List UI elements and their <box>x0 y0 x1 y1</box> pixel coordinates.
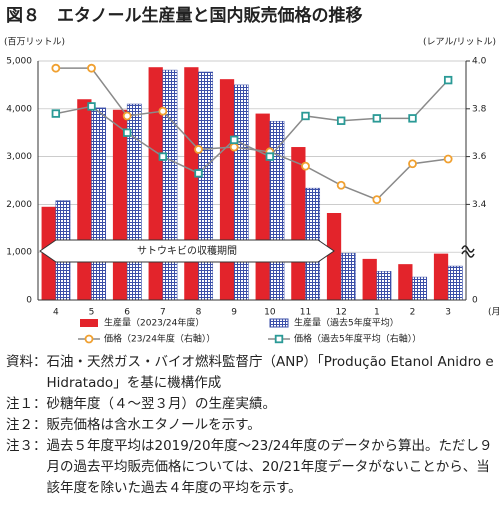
y-unit: (百万リットル) <box>4 37 65 48</box>
harvest-arrow <box>39 239 335 263</box>
bar <box>162 69 178 301</box>
y-tick-label: 5,000 <box>6 57 32 67</box>
marker <box>51 63 61 73</box>
note-text: 石油・天然ガス・バイオ燃料監督庁（ANP）「Produção Etanol An… <box>46 354 494 391</box>
legend-swatch <box>80 319 98 327</box>
marker <box>443 75 453 85</box>
x-tick-label: 5 <box>89 308 95 318</box>
marker <box>408 114 417 123</box>
annotation: サトウキビの収穫期間 <box>137 245 237 257</box>
bar <box>91 107 107 301</box>
marker <box>122 111 132 121</box>
note: 注１： 砂糖年度（４～翌３月）の生産実績。 <box>6 394 496 415</box>
legend-label: 生産量（2023/24年度） <box>104 317 204 329</box>
bar <box>148 67 163 301</box>
y2-tick-label: 3.6 <box>472 152 487 162</box>
note-text: 過去５年度平均は2019/20年度～23/24年度のデータから算出。ただし９月の… <box>46 438 493 496</box>
note: 注３： 過去５年度平均は2019/20年度～23/24年度のデータから算出。ただし… <box>6 436 496 499</box>
x-tick-label: 12 <box>335 308 346 318</box>
marker <box>301 161 310 171</box>
y-tick-label: 1,000 <box>6 248 32 258</box>
note: 注２： 販売価格は含水エタノールを示す。 <box>6 415 496 436</box>
y2-tick-label: 3.4 <box>472 200 487 210</box>
legend-label: 生産量（過去5年度平均） <box>294 317 399 329</box>
x-tick-label: 10 <box>264 308 276 318</box>
marker <box>194 169 203 178</box>
bar <box>433 253 449 300</box>
y-tick-label: 0 <box>26 296 32 306</box>
y2-unit: (レアル/リットル) <box>423 38 496 48</box>
marker <box>158 152 168 161</box>
bar <box>447 265 463 301</box>
bar <box>112 109 128 300</box>
x-tick-label: 1 <box>374 308 380 318</box>
bar <box>340 252 356 301</box>
bar <box>233 84 249 301</box>
marker <box>372 114 382 123</box>
x-tick-label: 7 <box>160 308 166 318</box>
note-label: 注２： <box>6 417 47 433</box>
bar <box>219 79 235 300</box>
y2-origin-label: 0 <box>472 296 478 306</box>
note-text: 販売価格は含水エタノールを示す。 <box>46 417 261 433</box>
marker <box>301 111 310 121</box>
bar <box>376 271 392 301</box>
legend-swatch <box>269 318 289 328</box>
legend-label: 価格（23/24年度（右軸）） <box>104 333 215 345</box>
axis-break <box>461 245 475 258</box>
marker <box>158 106 168 116</box>
bar <box>184 67 199 301</box>
bar <box>255 113 270 300</box>
marker <box>122 128 132 137</box>
bar <box>198 71 214 301</box>
marker <box>408 159 417 169</box>
y-tick-label: 4,000 <box>6 104 32 114</box>
x-tick-label: 9 <box>231 308 237 318</box>
notes: 資料： 石油・天然ガス・バイオ燃料監督庁（ANP）「Produção Etanol… <box>6 352 496 499</box>
y-tick-label: 3,000 <box>6 152 32 162</box>
note-label: 注１： <box>6 396 47 412</box>
marker <box>336 116 346 125</box>
bar <box>362 258 377 300</box>
x-tick-label: 2 <box>410 308 416 318</box>
legend-swatch <box>274 334 284 344</box>
marker <box>443 154 453 164</box>
note: 資料： 石油・天然ガス・バイオ燃料監督庁（ANP）「Produção Etanol… <box>6 352 496 394</box>
bar <box>77 99 92 301</box>
y2-tick-label: 4.0 <box>472 57 487 67</box>
x-unit: (月) <box>488 307 500 318</box>
legend-swatch <box>84 334 94 344</box>
y2-tick-label: 3.8 <box>472 104 487 114</box>
note-text: 砂糖年度（４～翌３月）の生産実績。 <box>46 396 277 412</box>
marker <box>265 152 275 161</box>
marker <box>87 63 96 73</box>
x-tick-label: 11 <box>300 308 311 318</box>
bar <box>326 213 342 300</box>
marker <box>372 195 382 205</box>
marker <box>87 102 96 111</box>
marker <box>336 180 346 190</box>
marker <box>194 145 203 154</box>
x-tick-label: 4 <box>53 308 59 318</box>
marker <box>51 109 61 118</box>
line <box>55 67 449 201</box>
marker <box>229 142 239 152</box>
chart-title: 図８ エタノール生産量と国内販売価格の推移 <box>6 5 363 26</box>
bar <box>398 264 413 300</box>
marker <box>229 135 239 145</box>
x-tick-label: 3 <box>445 308 451 318</box>
bar <box>412 276 428 301</box>
line <box>55 79 449 175</box>
chart: 図８ エタノール生産量と国内販売価格の推移 (百万リットル) (レアル/リットル… <box>4 5 500 345</box>
y-tick-label: 2,000 <box>6 200 32 210</box>
note-label: 注３： <box>6 438 47 454</box>
x-tick-label: 8 <box>196 308 202 318</box>
x-tick-label: 6 <box>124 308 130 318</box>
note-label: 資料： <box>6 354 47 370</box>
legend-label: 価格（過去5年度平均（右軸）） <box>294 333 421 345</box>
